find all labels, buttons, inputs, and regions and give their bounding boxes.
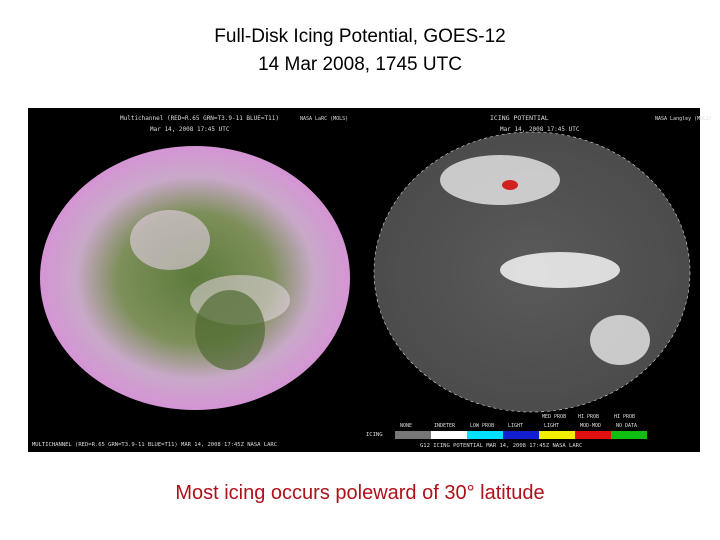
legend-swatch (503, 431, 539, 439)
legend-label: NONE (400, 423, 412, 429)
image-header: ICING POTENTIAL (490, 114, 549, 122)
caption: Most icing occurs poleward of 30° latitu… (175, 482, 545, 504)
legend-swatch (467, 431, 503, 439)
image-date: Mar 14, 2008 17:45 UTC (150, 126, 230, 133)
legend-label: HI PROB (614, 414, 635, 420)
image-date: Mar 14, 2008 17:45 UTC (500, 126, 580, 133)
image-header: Multichannel (RED=R.65 GRN=T3.9-11 BLUE=… (120, 115, 279, 122)
legend-label: INDETER (434, 423, 456, 429)
earth-disk (40, 146, 350, 410)
title-line: 14 Mar 2008, 1745 UTC (258, 54, 462, 75)
cloud (440, 155, 560, 205)
image-credit: NASA Langley (MOLS) (655, 116, 712, 122)
title-line: Full-Disk Icing Potential, GOES-12 (214, 26, 506, 47)
legend-swatch (395, 431, 431, 439)
legend-swatch (611, 431, 647, 439)
cloud (590, 315, 650, 365)
legend-label: MED PROB (542, 414, 566, 420)
legend-swatch (575, 431, 611, 439)
image-credit: NASA LaRC (MOLS) (300, 116, 348, 122)
legend-label: HI PROB (578, 414, 599, 420)
cloud (130, 210, 210, 270)
image-footer: MULTICHANNEL (RED=R.65 GRN=T3.9-11 BLUE=… (32, 442, 277, 448)
legend-label: LOW PROB (470, 423, 494, 429)
legend-label: LIGHT (544, 423, 559, 429)
icing-area (502, 180, 518, 190)
image-footer: G12 ICING POTENTIAL MAR 14, 2008 17:45Z … (420, 443, 582, 449)
legend-swatch (539, 431, 575, 439)
legend-swatch (431, 431, 467, 439)
legend-label: LIGHT (508, 423, 523, 429)
legend-label: NO DATA (616, 423, 637, 429)
cloud (500, 252, 620, 288)
legend-title: ICING (366, 432, 383, 438)
land (195, 290, 265, 370)
legend-label: MOD-MOD (580, 423, 601, 429)
